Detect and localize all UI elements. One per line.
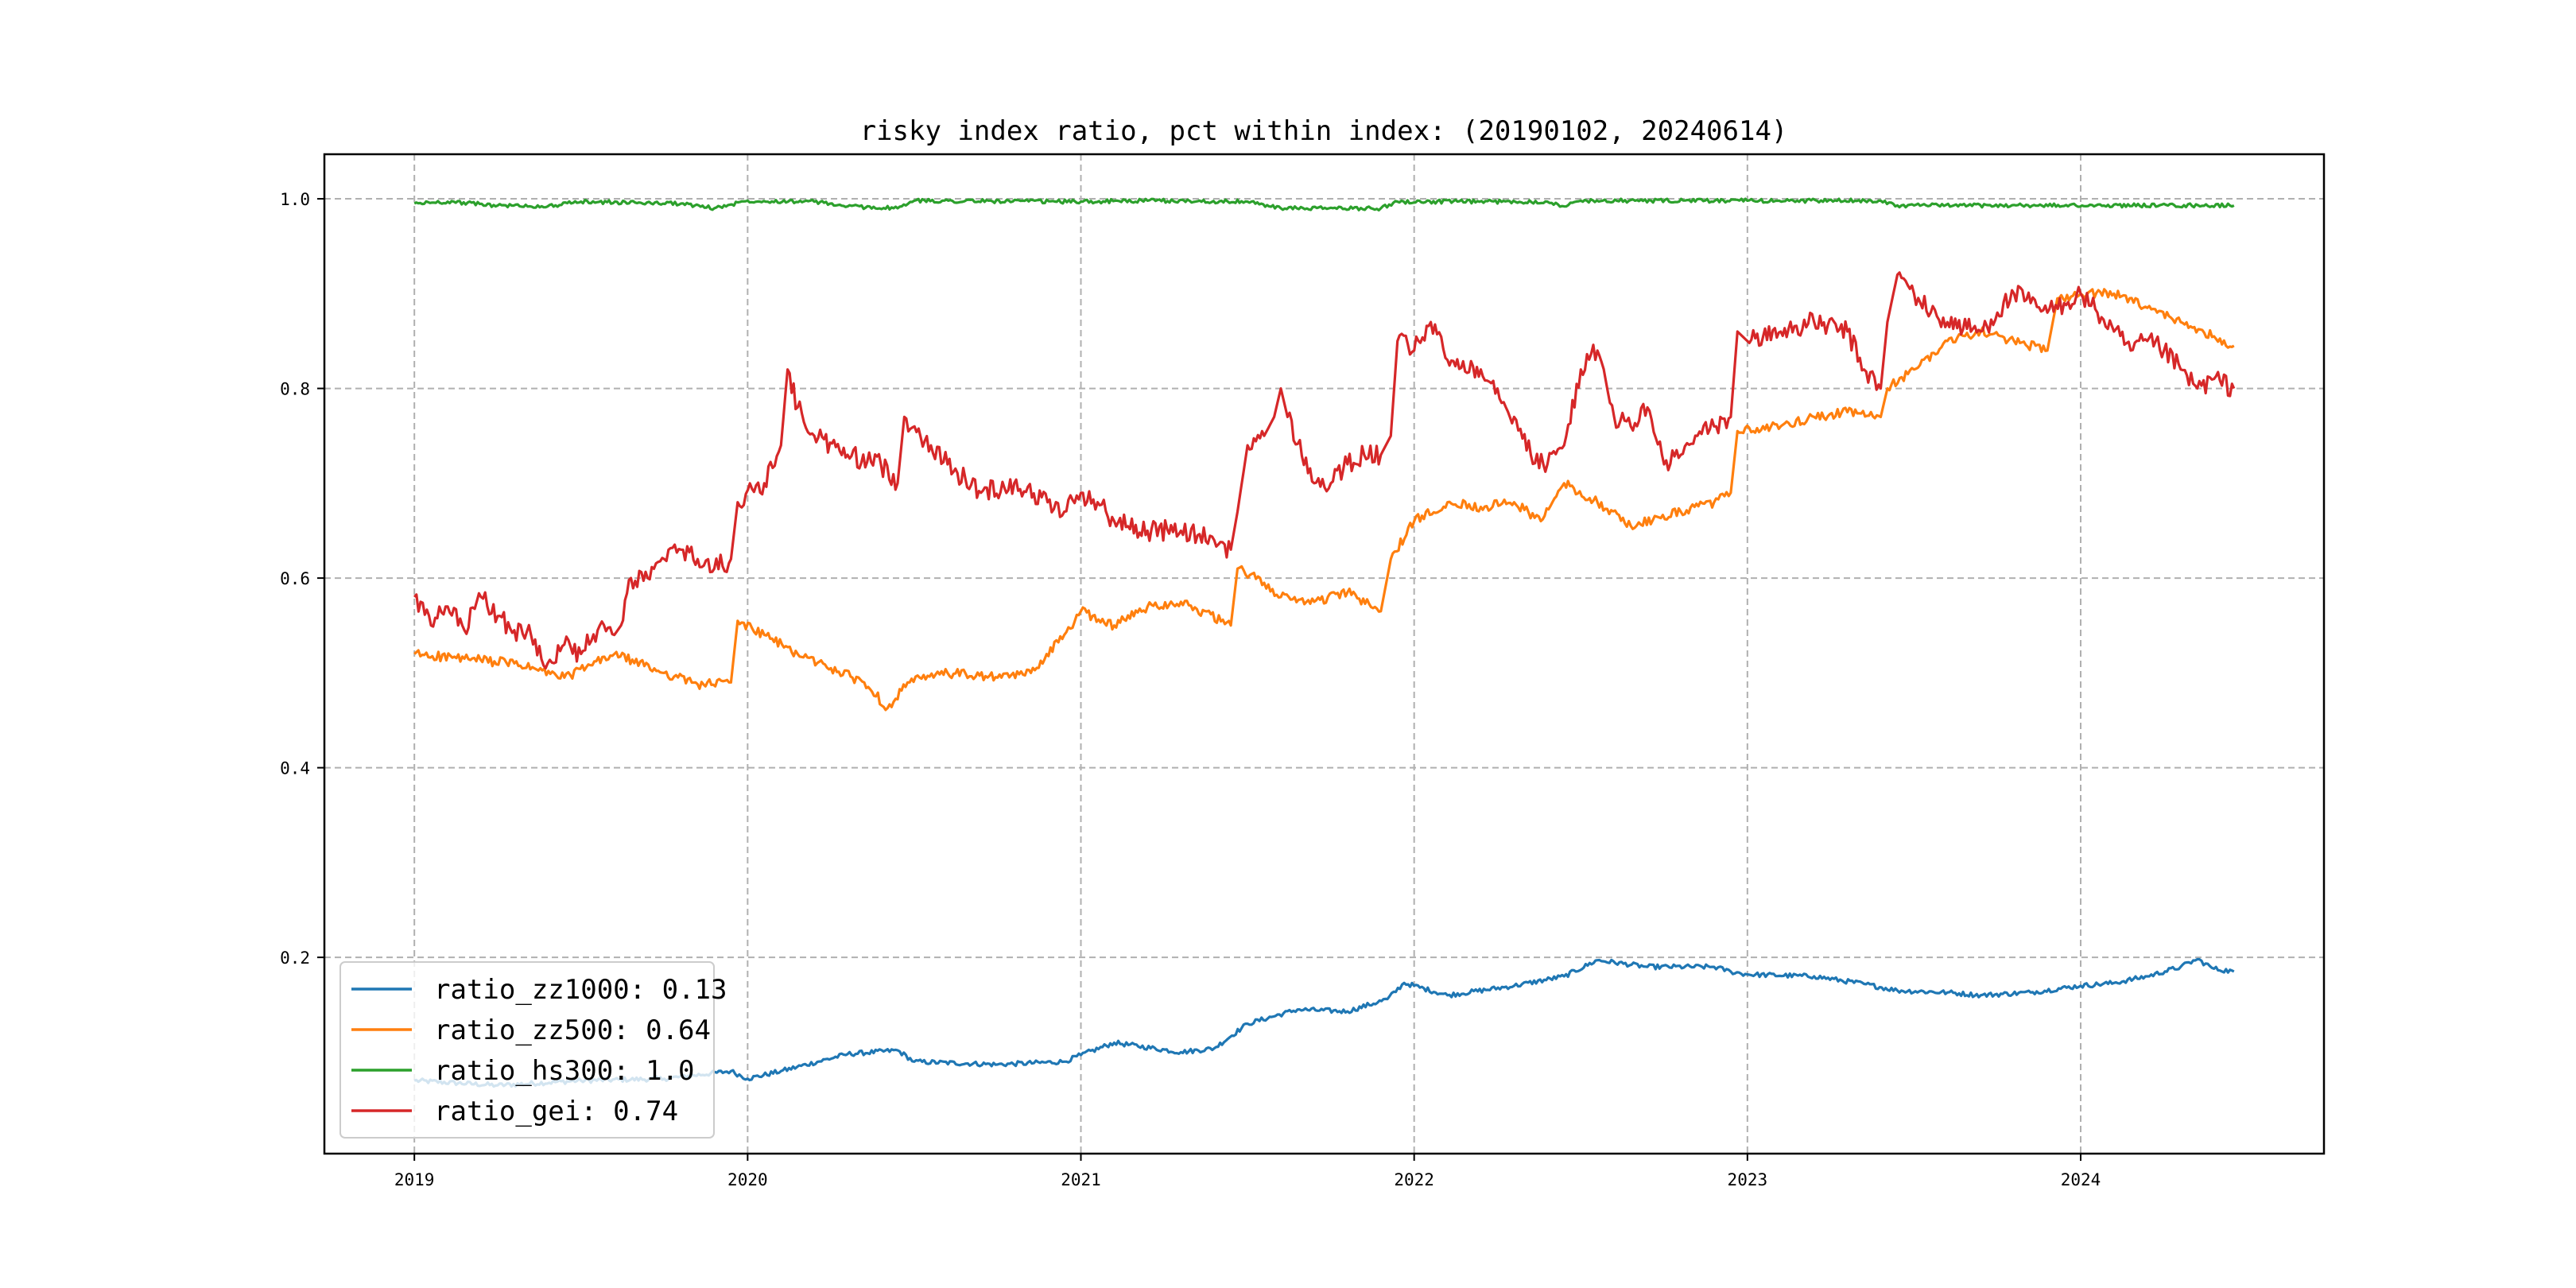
x-tick-label: 2024 xyxy=(2061,1170,2101,1189)
axis-ticks: 2019 2020 2021 2022 2023 2024 0.2 0.4 0.6 0.8 1.0 xyxy=(280,190,2101,1189)
legend-box xyxy=(339,961,715,1139)
x-tick-label: 2022 xyxy=(1394,1170,1434,1189)
x-tick-label: 2020 xyxy=(727,1170,768,1189)
grid xyxy=(324,154,2324,1154)
axes-frame xyxy=(323,153,2326,1155)
series-line-ratio-zz500 xyxy=(413,288,2235,712)
x-tick-label: 2021 xyxy=(1061,1170,1101,1189)
legend: ratio_zz1000: 0.13 ratio_zz500: 0.64 ratio… xyxy=(339,961,727,1139)
series-line-ratio-hs300 xyxy=(413,197,2235,211)
legend-label: ratio_zz1000: 0.13 xyxy=(434,974,727,1006)
y-tick-label: 0.2 xyxy=(280,949,310,968)
series-line-ratio-zz1000 xyxy=(413,957,2235,1088)
chart-title: risky index ratio, pct within index: (20… xyxy=(860,115,1788,147)
legend-label: ratio_zz500: 0.64 xyxy=(434,1014,711,1046)
x-tick-label: 2019 xyxy=(394,1170,435,1189)
y-tick-label: 0.8 xyxy=(280,380,310,399)
y-tick-label: 0.4 xyxy=(280,759,310,778)
y-tick-label: 1.0 xyxy=(280,190,310,209)
x-tick-label: 2023 xyxy=(1728,1170,1768,1189)
y-tick-label: 0.6 xyxy=(280,569,310,588)
legend-label: ratio_gei: 0.74 xyxy=(434,1096,678,1127)
series-line-ratio-gei xyxy=(413,271,2236,670)
series-group xyxy=(413,197,2236,1088)
legend-label: ratio_hs300: 1.0 xyxy=(434,1055,695,1087)
